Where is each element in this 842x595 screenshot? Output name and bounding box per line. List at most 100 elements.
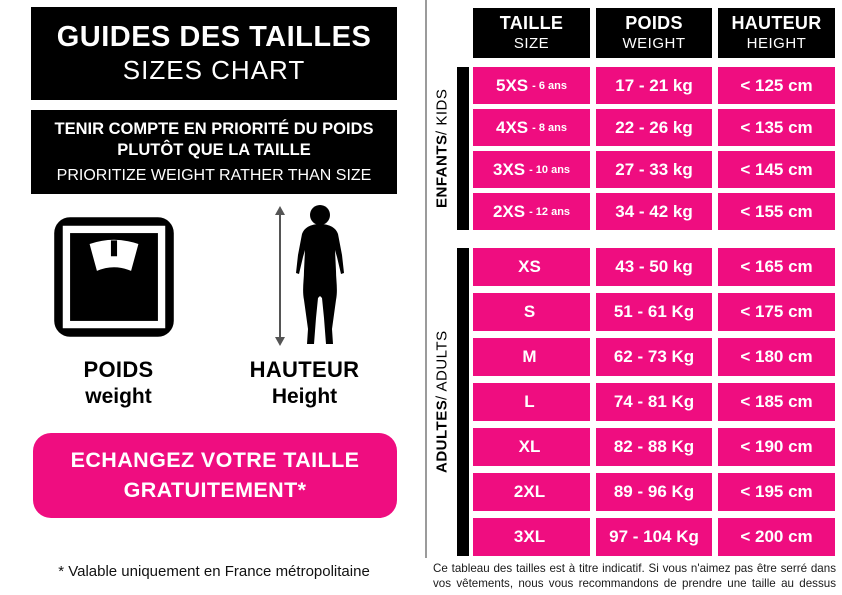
table-row: M 62 - 73 Kg < 180 cm (473, 338, 835, 376)
table-row: 2XL 89 - 96 Kg < 195 cm (473, 473, 835, 511)
adults-rows-group: XS 43 - 50 kg < 165 cm S 51 - 61 Kg < 17… (473, 248, 835, 563)
weight-scale-icon (53, 216, 175, 343)
table-row: XS 43 - 50 kg < 165 cm (473, 248, 835, 286)
table-row: 3XS - 10 ans 27 - 33 kg < 145 cm (473, 151, 835, 188)
size-cell: 4XS - 8 ans (473, 109, 590, 146)
age-value: - 8 ans (532, 121, 567, 134)
table-row: 3XL 97 - 104 Kg < 200 cm (473, 518, 835, 556)
size-value: 3XS (492, 159, 526, 179)
exchange-line2: GRATUITEMENT* (123, 477, 307, 502)
height-caption-fr: HAUTEUR (249, 357, 360, 382)
size-value: XL (518, 437, 541, 456)
page-title-en: SIZES CHART (122, 54, 306, 85)
weight-cell: 82 - 88 Kg (596, 428, 712, 466)
adults-group-bar (457, 248, 469, 556)
height-cell: < 190 cm (718, 428, 835, 466)
weight-cell: 74 - 81 Kg (596, 383, 712, 421)
height-cell: < 135 cm (718, 109, 835, 146)
weight-cell: 27 - 33 kg (596, 151, 712, 188)
header-size-fr: TAILLE (499, 13, 564, 34)
height-cell: < 195 cm (718, 473, 835, 511)
weight-cell: 34 - 42 kg (596, 193, 712, 230)
height-cell: < 200 cm (718, 518, 835, 556)
vertical-divider (425, 0, 427, 558)
header-height-fr: HAUTEUR (731, 13, 822, 34)
size-cell: M (473, 338, 590, 376)
table-row: L 74 - 81 Kg < 185 cm (473, 383, 835, 421)
adults-label-fr: ADULTES (433, 400, 451, 474)
table-row: 5XS - 6 ans 17 - 21 kg < 125 cm (473, 67, 835, 104)
header-weight-fr: POIDS (625, 13, 683, 34)
size-value: XS (518, 257, 541, 276)
weight-cell: 89 - 96 Kg (596, 473, 712, 511)
header-height-en: HEIGHT (746, 34, 807, 52)
priority-banner: TENIR COMPTE EN PRIORITÉ DU POIDS PLUTÔT… (31, 110, 397, 194)
kids-group-label: ENFANTS / KIDS (430, 67, 454, 230)
kids-label-fr: ENFANTS (433, 134, 451, 209)
height-caption-en: Height (271, 384, 338, 408)
weight-cell: 22 - 26 kg (596, 109, 712, 146)
weight-cell: 51 - 61 Kg (596, 293, 712, 331)
header-size-en: SIZE (513, 34, 550, 52)
size-value: L (524, 392, 535, 411)
size-cell: 5XS - 6 ans (473, 67, 590, 104)
height-cell: < 180 cm (718, 338, 835, 376)
priority-text-fr-line1: TENIR COMPTE EN PRIORITÉ DU POIDS (54, 119, 374, 138)
height-cell: < 145 cm (718, 151, 835, 188)
header-weight: POIDS WEIGHT (596, 8, 712, 58)
weight-cell: 43 - 50 kg (596, 248, 712, 286)
person-height-icon (258, 203, 350, 354)
size-value: 2XL (513, 482, 546, 501)
table-row: 2XS - 12 ans 34 - 42 kg < 155 cm (473, 193, 835, 230)
table-row: S 51 - 61 Kg < 175 cm (473, 293, 835, 331)
table-row: 4XS - 8 ans 22 - 26 kg < 135 cm (473, 109, 835, 146)
size-cell: 2XL (473, 473, 590, 511)
weight-cell: 17 - 21 kg (596, 67, 712, 104)
page-title: GUIDES DES TAILLES (56, 21, 372, 54)
size-cell: XL (473, 428, 590, 466)
exchange-footnote: * Valable uniquement en France métropoli… (58, 563, 370, 580)
table-footnote: Ce tableau des tailles est à titre indic… (433, 562, 836, 591)
size-cell: 3XL (473, 518, 590, 556)
size-cell: XS (473, 248, 590, 286)
priority-text-fr-line2: PLUTÔT QUE LA TAILLE (117, 140, 311, 159)
age-value: - 10 ans (529, 163, 571, 176)
size-value: 4XS (496, 117, 529, 137)
height-cell: < 185 cm (718, 383, 835, 421)
adults-label-en: / ADULTS (433, 330, 451, 401)
table-row: XL 82 - 88 Kg < 190 cm (473, 428, 835, 466)
exchange-line1: ECHANGEZ VOTRE TAILLE (70, 448, 360, 473)
kids-label-en: / KIDS (433, 88, 451, 135)
size-cell: 3XS - 10 ans (473, 151, 590, 188)
size-value: S (523, 302, 536, 321)
size-cell: 2XS - 12 ans (473, 193, 590, 230)
adults-group-label: ADULTES / ADULTS (430, 248, 454, 556)
height-cell: < 125 cm (718, 67, 835, 104)
size-cell: L (473, 383, 590, 421)
weight-cell: 97 - 104 Kg (596, 518, 712, 556)
size-value: 3XL (513, 527, 546, 546)
height-cell: < 165 cm (718, 248, 835, 286)
weight-cell: 62 - 73 Kg (596, 338, 712, 376)
age-value: - 6 ans (532, 79, 567, 92)
priority-text-en: PRIORITIZE WEIGHT RATHER THAN SIZE (56, 167, 372, 185)
weight-caption-en: weight (85, 384, 152, 408)
size-cell: S (473, 293, 590, 331)
size-value: M (522, 347, 537, 366)
exchange-size-button[interactable]: ECHANGEZ VOTRE TAILLE GRATUITEMENT* (33, 433, 397, 518)
weight-caption-fr: POIDS (83, 357, 154, 382)
header-weight-en: WEIGHT (622, 34, 686, 52)
height-cell: < 175 cm (718, 293, 835, 331)
header-size: TAILLE SIZE (473, 8, 590, 58)
table-header-row: TAILLE SIZE POIDS WEIGHT HAUTEUR HEIGHT (473, 8, 835, 58)
height-cell: < 155 cm (718, 193, 835, 230)
size-value: 5XS (496, 75, 529, 95)
size-value: 2XS (492, 201, 526, 221)
header-height: HAUTEUR HEIGHT (718, 8, 835, 58)
height-caption: HAUTEUR Height (222, 356, 387, 410)
kids-group-bar (457, 67, 469, 230)
title-banner: GUIDES DES TAILLES SIZES CHART (31, 7, 397, 100)
age-value: - 12 ans (529, 205, 571, 218)
weight-caption: POIDS weight (31, 356, 206, 410)
kids-rows-group: 5XS - 6 ans 17 - 21 kg < 125 cm 4XS - 8 … (473, 67, 835, 235)
